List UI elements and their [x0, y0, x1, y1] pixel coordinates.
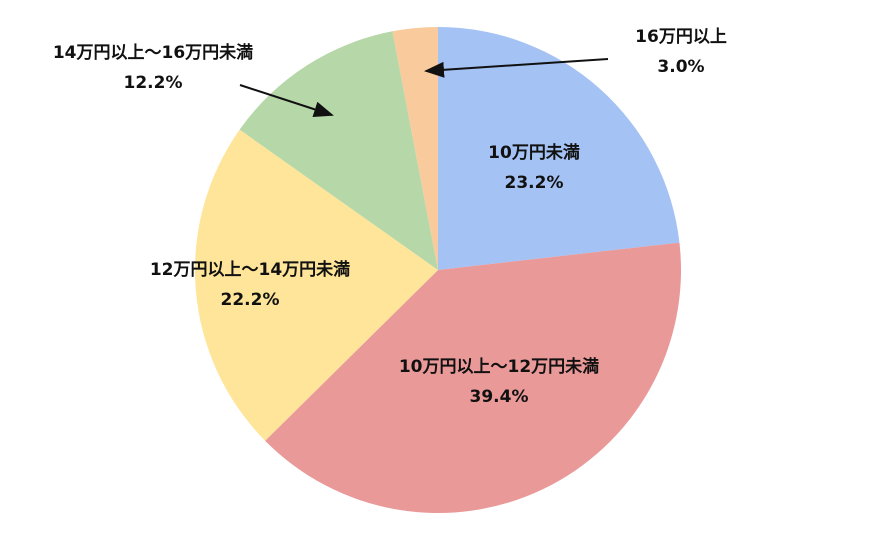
callout-arrows	[239, 58, 609, 118]
slice-category: 12万円以上〜14万円未満	[149, 260, 351, 280]
slice-category: 14万円以上〜16万円未満	[52, 43, 254, 63]
arrow-14-16	[239, 84, 334, 118]
slice-category: 10万円以上〜12万円未満	[398, 357, 600, 377]
pie-slice-0	[438, 27, 680, 270]
slice-category: 10万円未満	[488, 143, 580, 163]
pie-slice-4	[392, 27, 438, 270]
slice-percent: 23.2%	[504, 173, 564, 193]
pie-slice-1	[265, 242, 681, 513]
slice-label-4: 16万円以上 3.0%	[635, 22, 727, 82]
slice-percent: 12.2%	[123, 73, 183, 93]
slice-label-1: 10万円以上〜12万円未満 39.4%	[399, 352, 599, 412]
slice-percent: 3.0%	[657, 57, 705, 77]
pie-slice-2	[194, 129, 438, 441]
slice-category: 16万円以上	[635, 27, 727, 47]
slice-label-2: 12万円以上〜14万円未満 22.2%	[150, 255, 350, 315]
arrow-16plus	[424, 58, 609, 78]
pie-slice-3	[239, 31, 438, 270]
slice-label-3: 14万円以上〜16万円未満 12.2%	[53, 38, 253, 98]
slice-label-0: 10万円未満 23.2%	[488, 138, 580, 198]
slice-percent: 39.4%	[469, 387, 529, 407]
slice-percent: 22.2%	[220, 290, 280, 310]
